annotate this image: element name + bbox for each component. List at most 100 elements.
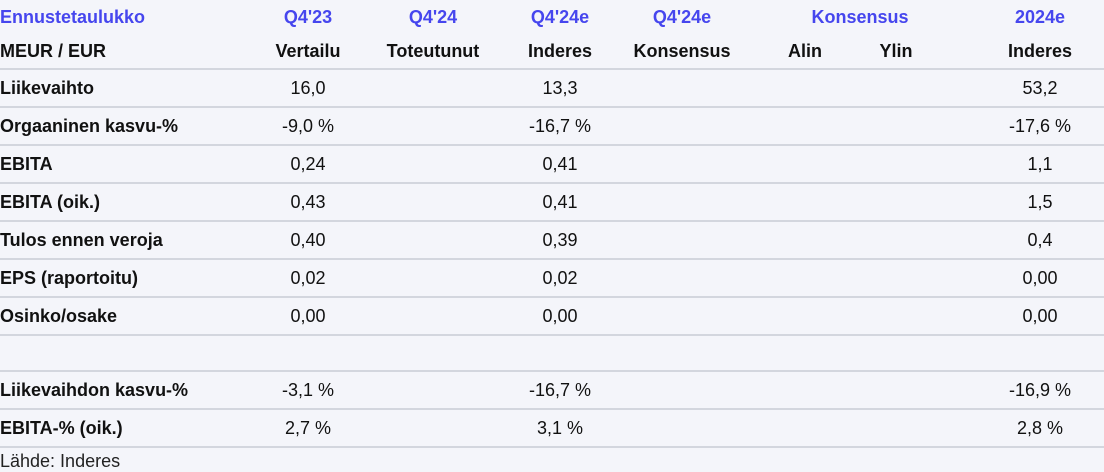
- col-label: Vertailu: [250, 34, 366, 70]
- cell-value: 0,02: [250, 259, 366, 298]
- table-row: EPS (raportoitu) 0,02 0,02 0,00: [0, 259, 1104, 298]
- cell-value: [620, 221, 744, 260]
- cell-value: 0,00: [976, 297, 1104, 336]
- cell-value: 0,00: [500, 297, 620, 336]
- cell-value: [366, 259, 500, 298]
- consensus-group-header: Konsensus: [811, 6, 909, 27]
- col-label: Inderes: [500, 34, 620, 70]
- cell-value: [866, 297, 926, 336]
- cell-value: [866, 259, 926, 298]
- cell-value: [744, 145, 866, 184]
- cell-value: [620, 107, 744, 146]
- row-label: Orgaaninen kasvu-%: [0, 107, 250, 146]
- col-period: Q4'24: [408, 6, 458, 27]
- cell-value: [366, 107, 500, 146]
- col-label: Toteutunut: [366, 34, 500, 70]
- cell-value: [620, 183, 744, 222]
- cell-value: [366, 221, 500, 260]
- cell-value: 53,2: [976, 69, 1104, 108]
- cell-value: 3,1 %: [500, 409, 620, 448]
- cell-value: [620, 371, 744, 410]
- cell-value: 0,00: [976, 259, 1104, 298]
- cell-value: [866, 183, 926, 222]
- forecast-table: Ennustetaulukko Q4'23 Q4'24 Q4'24e Q4'24…: [0, 0, 1104, 448]
- cell-value: -16,9 %: [976, 371, 1104, 410]
- col-period: Q4'24e: [652, 6, 712, 27]
- cell-value: -3,1 %: [250, 371, 366, 410]
- cell-value: 2,8 %: [976, 409, 1104, 448]
- row-label: EPS (raportoitu): [0, 259, 250, 298]
- cell-value: [866, 409, 926, 448]
- table-row: Orgaaninen kasvu-% -9,0 % -16,7 % -17,6 %: [0, 107, 1104, 146]
- table-row: EBITA (oik.) 0,43 0,41 1,5: [0, 183, 1104, 222]
- cell-value: [620, 409, 744, 448]
- cell-value: 0,41: [500, 145, 620, 184]
- table-row: Liikevaihto 16,0 13,3 53,2: [0, 69, 1104, 108]
- cell-value: [366, 69, 500, 108]
- table-row: EBITA 0,24 0,41 1,1: [0, 145, 1104, 184]
- cell-value: 13,3: [500, 69, 620, 108]
- col-label: Konsensus: [620, 34, 744, 70]
- cell-value: 0,39: [500, 221, 620, 260]
- cell-value: [366, 371, 500, 410]
- header-row-periods: Ennustetaulukko Q4'23 Q4'24 Q4'24e Q4'24…: [0, 0, 1104, 34]
- cell-value: 1,5: [976, 183, 1104, 222]
- table-row: Liikevaihdon kasvu-% -3,1 % -16,7 % -16,9 %: [0, 371, 1104, 410]
- cell-value: [744, 69, 866, 108]
- cell-value: 0,41: [500, 183, 620, 222]
- cell-value: [620, 145, 744, 184]
- col-label: Ylin: [866, 34, 926, 70]
- cell-value: -16,7 %: [500, 371, 620, 410]
- col-period: Q4'24e: [530, 6, 590, 27]
- row-label: EBITA (oik.): [0, 183, 250, 222]
- cell-value: 0,43: [250, 183, 366, 222]
- row-label: EBITA-% (oik.): [0, 409, 250, 448]
- cell-value: [620, 297, 744, 336]
- cell-value: [366, 409, 500, 448]
- cell-value: 1,1: [976, 145, 1104, 184]
- row-label: Tulos ennen veroja: [0, 221, 250, 260]
- col-label: Inderes: [976, 34, 1104, 70]
- cell-value: 2,7 %: [250, 409, 366, 448]
- cell-value: [744, 259, 866, 298]
- cell-value: [866, 69, 926, 108]
- cell-value: 16,0: [250, 69, 366, 108]
- cell-value: -9,0 %: [250, 107, 366, 146]
- cell-value: -16,7 %: [500, 107, 620, 146]
- cell-value: [866, 145, 926, 184]
- col-label: Alin: [744, 34, 866, 70]
- row-label: Liikevaihto: [0, 69, 250, 108]
- table-row: Osinko/osake 0,00 0,00 0,00: [0, 297, 1104, 336]
- row-label: EBITA: [0, 145, 250, 184]
- table-row: EBITA-% (oik.) 2,7 % 3,1 % 2,8 %: [0, 409, 1104, 448]
- cell-value: [744, 409, 866, 448]
- cell-value: [866, 107, 926, 146]
- cell-value: [866, 221, 926, 260]
- source-note: Lähde: Inderes: [0, 451, 121, 471]
- header-row-labels: MEUR / EUR Vertailu Toteutunut Inderes K…: [0, 34, 1104, 70]
- unit-label: MEUR / EUR: [0, 34, 250, 70]
- cell-value: [744, 107, 866, 146]
- cell-value: [744, 371, 866, 410]
- cell-value: [620, 259, 744, 298]
- col-period: Q4'23: [283, 6, 333, 27]
- cell-value: -17,6 %: [976, 107, 1104, 146]
- col-period: 2024e: [1014, 6, 1066, 27]
- cell-value: [744, 297, 866, 336]
- row-label: Liikevaihdon kasvu-%: [0, 371, 250, 410]
- spacer-row: [0, 335, 1104, 372]
- row-label: Osinko/osake: [0, 297, 250, 336]
- cell-value: [866, 371, 926, 410]
- cell-value: 0,24: [250, 145, 366, 184]
- cell-value: [620, 69, 744, 108]
- cell-value: [366, 183, 500, 222]
- cell-value: 0,00: [250, 297, 366, 336]
- cell-value: 0,02: [500, 259, 620, 298]
- cell-value: [366, 145, 500, 184]
- table-row: Tulos ennen veroja 0,40 0,39 0,4: [0, 221, 1104, 260]
- cell-value: [744, 221, 866, 260]
- cell-value: 0,40: [250, 221, 366, 260]
- cell-value: [744, 183, 866, 222]
- cell-value: [366, 297, 500, 336]
- table-title: Ennustetaulukko: [0, 6, 146, 27]
